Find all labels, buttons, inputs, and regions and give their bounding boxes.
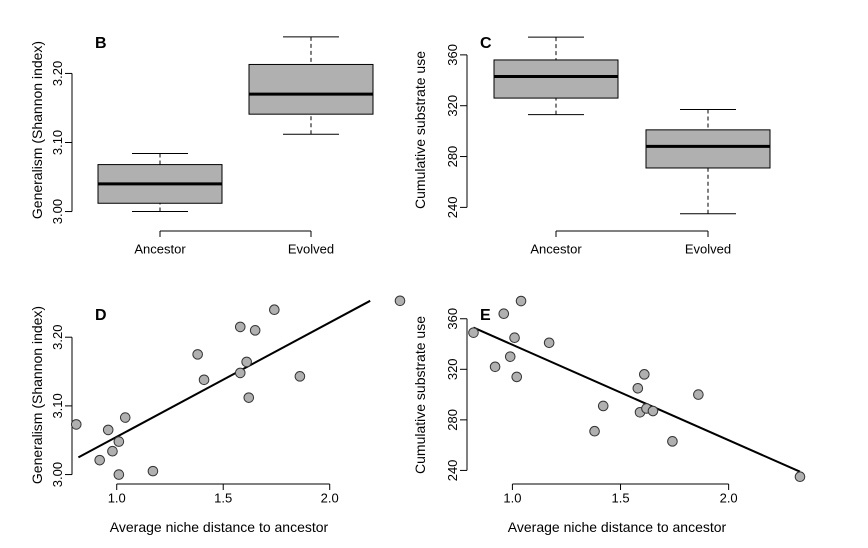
y-tick-label: 3.20 xyxy=(50,325,65,350)
panel-letter-c: C xyxy=(480,35,492,52)
data-point xyxy=(102,424,114,436)
box xyxy=(645,129,771,169)
data-point xyxy=(511,371,523,383)
x-tick-label: Evolved xyxy=(288,242,334,257)
x-tick-label: 1.5 xyxy=(214,491,232,506)
data-point xyxy=(509,332,520,344)
data-point xyxy=(515,295,527,307)
data-point xyxy=(119,412,131,423)
y-axis-label: Cumulative substrate use xyxy=(412,51,428,209)
y-axis-label: Generalism (Shannon index) xyxy=(29,41,45,219)
box xyxy=(248,63,374,115)
data-point xyxy=(597,400,609,412)
y-tick-label: 3.00 xyxy=(50,462,65,487)
data-point xyxy=(269,304,280,316)
y-tick-label: 240 xyxy=(445,197,460,219)
data-point xyxy=(632,382,644,394)
panel-b: B Generalism (Shannon index) 3.00 3.10 3.2… xyxy=(29,35,374,257)
y-tick-label: 3.10 xyxy=(50,130,65,155)
y-axis-label: Generalism (Shannon index) xyxy=(29,306,45,484)
y-tick-label: 360 xyxy=(445,308,460,330)
x-tick-label: 2.0 xyxy=(321,491,339,506)
data-point xyxy=(504,351,516,362)
data-point xyxy=(241,356,252,368)
y-tick-label: 3.10 xyxy=(50,393,65,418)
y-tick-label: 240 xyxy=(445,460,460,482)
data-point xyxy=(113,436,125,447)
y-tick-label: 3.00 xyxy=(50,199,65,224)
y-tick-label: 320 xyxy=(445,358,460,380)
y-tick-label: 3.20 xyxy=(50,61,65,86)
data-point xyxy=(243,392,255,403)
y-axis-label: Cumulative substrate use xyxy=(412,316,428,474)
data-point xyxy=(198,374,210,386)
data-point xyxy=(249,325,261,336)
panel-c: C Cumulative substrate use 240 280 320 360 A… xyxy=(412,35,771,257)
data-point xyxy=(147,465,159,477)
regression-line xyxy=(473,326,801,473)
data-point xyxy=(647,405,659,417)
x-tick-label: Evolved xyxy=(685,242,731,257)
x-tick-label: 1.0 xyxy=(503,491,521,506)
data-point xyxy=(589,425,600,437)
y-tick-label: 360 xyxy=(445,44,460,66)
data-point xyxy=(639,369,650,380)
data-point xyxy=(498,308,510,319)
y-tick-label: 280 xyxy=(445,409,460,431)
data-point xyxy=(667,436,678,447)
data-point xyxy=(394,295,406,307)
data-point xyxy=(794,471,806,483)
data-point xyxy=(543,337,555,349)
x-axis-label: Average niche distance to ancestor xyxy=(110,519,329,535)
data-point xyxy=(94,454,105,466)
data-point xyxy=(113,469,125,480)
y-tick-label: 320 xyxy=(445,95,460,117)
data-point xyxy=(234,321,246,333)
panel-letter-d: D xyxy=(95,307,107,324)
y-tick-label: 280 xyxy=(445,146,460,168)
data-point xyxy=(294,371,306,382)
x-axis-label: Average niche distance to ancestor xyxy=(508,519,727,535)
x-tick-label: Ancestor xyxy=(134,242,186,257)
x-tick-label: 1.0 xyxy=(108,491,126,506)
box xyxy=(493,59,619,99)
data-point xyxy=(693,389,704,400)
data-point xyxy=(70,419,82,430)
panel-letter-e: E xyxy=(480,307,491,324)
data-point xyxy=(489,361,501,373)
regression-line xyxy=(77,299,371,459)
data-point xyxy=(234,367,246,379)
x-tick-label: 2.0 xyxy=(720,491,738,506)
x-tick-label: Ancestor xyxy=(530,242,582,257)
x-tick-label: 1.5 xyxy=(611,491,629,506)
data-point xyxy=(468,327,479,338)
panel-e: E Cumulative substrate use Average niche… xyxy=(412,295,806,535)
data-point xyxy=(107,445,118,457)
panel-d: D Generalism (Shannon index) Average nic… xyxy=(29,295,406,535)
panel-letter-b: B xyxy=(95,35,107,52)
data-point xyxy=(192,349,203,360)
